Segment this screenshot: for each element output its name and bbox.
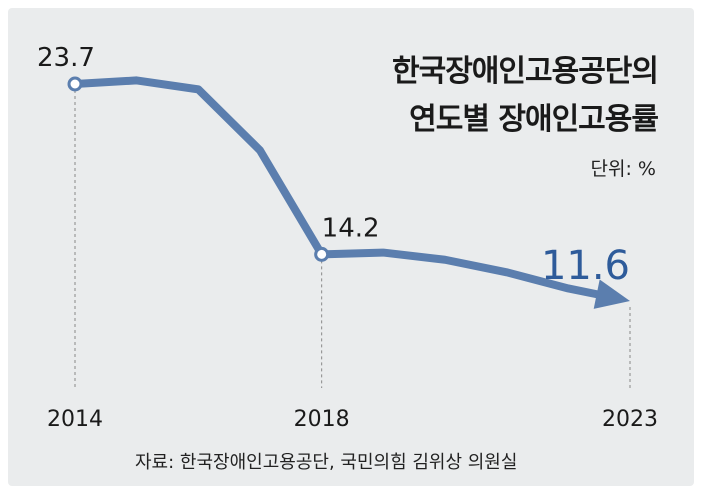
source-label: 자료: 한국장애인고용공단, 국민의힘 김위상 의원실 <box>135 452 518 473</box>
x-tick-label-2014: 2014 <box>47 407 103 432</box>
series-line <box>71 76 605 300</box>
chart-panel: 23.7 14.2 11.6 2014 2018 2023 한국장애인고용공단의 연도별 … <box>8 8 694 486</box>
point-marker-2014 <box>67 76 83 92</box>
unit-label: 단위: % <box>590 158 656 180</box>
data-label-2018: 14.2 <box>322 213 380 243</box>
data-label-2014: 23.7 <box>37 43 95 73</box>
data-label-2023: 11.6 <box>541 243 630 289</box>
x-tick-label-2018: 2018 <box>294 407 350 432</box>
point-marker-2018 <box>314 246 330 262</box>
chart-title-line-2: 연도별 장애인고용률 <box>409 102 659 137</box>
chart-title-line-1: 한국장애인고용공단의 <box>392 54 659 89</box>
x-tick-label-2023: 2023 <box>602 407 658 432</box>
line-chart: 23.7 14.2 11.6 2014 2018 2023 <box>37 43 658 432</box>
arrow-head <box>593 279 630 309</box>
